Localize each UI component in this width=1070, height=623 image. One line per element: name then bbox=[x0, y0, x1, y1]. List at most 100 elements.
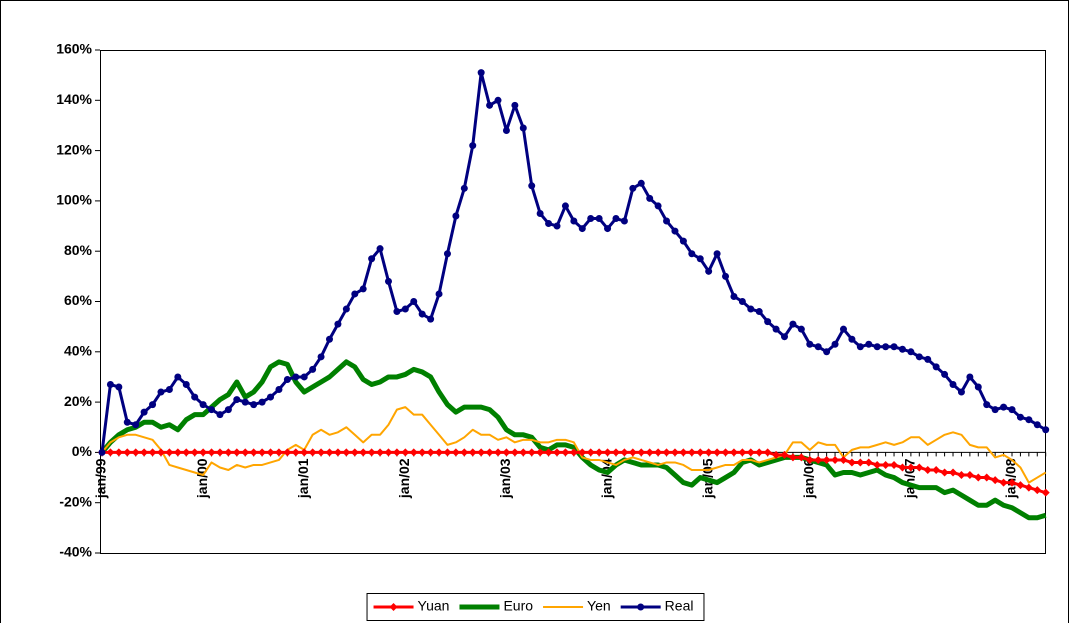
point-marker bbox=[645, 448, 654, 457]
point-marker bbox=[519, 448, 528, 457]
point-marker bbox=[342, 305, 350, 313]
point-marker bbox=[443, 448, 452, 457]
point-marker bbox=[300, 448, 309, 457]
point-marker bbox=[266, 448, 275, 457]
point-marker bbox=[721, 448, 730, 457]
point-marker bbox=[991, 406, 999, 414]
point-marker bbox=[418, 310, 426, 318]
point-marker bbox=[460, 448, 469, 457]
point-marker bbox=[831, 340, 839, 348]
point-marker bbox=[182, 448, 191, 457]
point-marker bbox=[628, 448, 637, 457]
point-marker bbox=[334, 320, 342, 328]
legend-label: Yen bbox=[587, 598, 611, 614]
point-marker bbox=[687, 448, 696, 457]
x-tick-label: jan/08 bbox=[1003, 458, 1019, 499]
point-marker bbox=[839, 455, 848, 464]
point-marker bbox=[485, 448, 494, 457]
point-marker bbox=[494, 96, 502, 104]
point-marker bbox=[847, 458, 856, 467]
point-marker bbox=[460, 184, 468, 192]
point-marker bbox=[544, 448, 553, 457]
point-marker bbox=[123, 418, 131, 426]
point-marker bbox=[224, 406, 232, 414]
point-marker bbox=[207, 448, 216, 457]
point-marker bbox=[233, 396, 241, 404]
point-marker bbox=[469, 142, 477, 150]
legend: Yuan Euro Yen Real bbox=[366, 593, 705, 621]
point-marker bbox=[368, 255, 376, 263]
point-marker bbox=[611, 448, 620, 457]
y-tick-label: -40% bbox=[59, 544, 92, 560]
legend-label: Real bbox=[665, 598, 694, 614]
point-marker bbox=[477, 448, 486, 457]
point-marker bbox=[746, 448, 755, 457]
point-marker bbox=[864, 458, 873, 467]
point-marker bbox=[267, 393, 275, 401]
point-marker bbox=[662, 448, 671, 457]
point-marker bbox=[637, 179, 645, 187]
point-marker bbox=[974, 473, 983, 482]
series-line bbox=[101, 406, 1047, 484]
point-marker bbox=[586, 448, 595, 457]
point-marker bbox=[326, 335, 333, 343]
point-marker bbox=[553, 448, 561, 457]
y-tick-label: 80% bbox=[64, 242, 93, 258]
point-marker bbox=[165, 386, 173, 394]
point-marker bbox=[199, 448, 208, 457]
y-tick-label: 100% bbox=[56, 192, 92, 208]
y-tick-label: 160% bbox=[56, 41, 92, 57]
legend-label: Yuan bbox=[418, 598, 450, 614]
point-marker bbox=[764, 318, 772, 326]
point-marker bbox=[705, 267, 713, 275]
point-marker bbox=[309, 365, 317, 373]
point-marker bbox=[325, 448, 334, 457]
point-marker bbox=[275, 386, 283, 394]
point-marker bbox=[907, 348, 915, 356]
point-marker bbox=[148, 448, 157, 457]
point-marker bbox=[738, 448, 747, 457]
point-marker bbox=[663, 217, 671, 225]
y-tick-label: 0% bbox=[72, 443, 93, 459]
point-marker bbox=[949, 468, 958, 477]
point-marker bbox=[797, 453, 806, 462]
point-marker bbox=[932, 363, 940, 371]
point-marker bbox=[940, 468, 949, 477]
point-marker bbox=[797, 325, 805, 333]
y-tick-label: 140% bbox=[56, 91, 92, 107]
point-marker bbox=[292, 373, 300, 381]
point-marker bbox=[890, 343, 898, 351]
point-marker bbox=[376, 245, 384, 253]
point-marker bbox=[780, 450, 789, 459]
point-marker bbox=[831, 455, 840, 464]
point-marker bbox=[856, 458, 865, 467]
point-marker bbox=[106, 380, 114, 388]
point-marker bbox=[772, 325, 780, 333]
point-marker bbox=[165, 448, 174, 457]
point-marker bbox=[966, 373, 974, 381]
x-tick-label: jan/99 bbox=[93, 458, 109, 499]
point-marker bbox=[814, 455, 823, 464]
point-marker bbox=[881, 460, 890, 469]
point-marker bbox=[983, 401, 991, 409]
y-tick-label: 40% bbox=[64, 343, 93, 359]
point-marker bbox=[629, 184, 637, 192]
point-marker bbox=[1000, 403, 1008, 411]
point-marker bbox=[191, 393, 199, 401]
point-marker bbox=[805, 455, 814, 464]
point-marker bbox=[435, 448, 444, 457]
point-marker bbox=[1016, 413, 1024, 421]
point-marker bbox=[612, 215, 620, 223]
point-marker bbox=[806, 340, 814, 348]
point-marker bbox=[570, 217, 578, 225]
point-marker bbox=[157, 388, 165, 396]
point-marker bbox=[1042, 426, 1050, 434]
point-marker bbox=[941, 370, 949, 378]
point-marker bbox=[729, 448, 738, 457]
point-marker bbox=[654, 448, 663, 457]
point-marker bbox=[511, 101, 519, 109]
point-marker bbox=[502, 126, 510, 134]
point-marker bbox=[317, 448, 326, 457]
point-marker bbox=[822, 455, 831, 464]
